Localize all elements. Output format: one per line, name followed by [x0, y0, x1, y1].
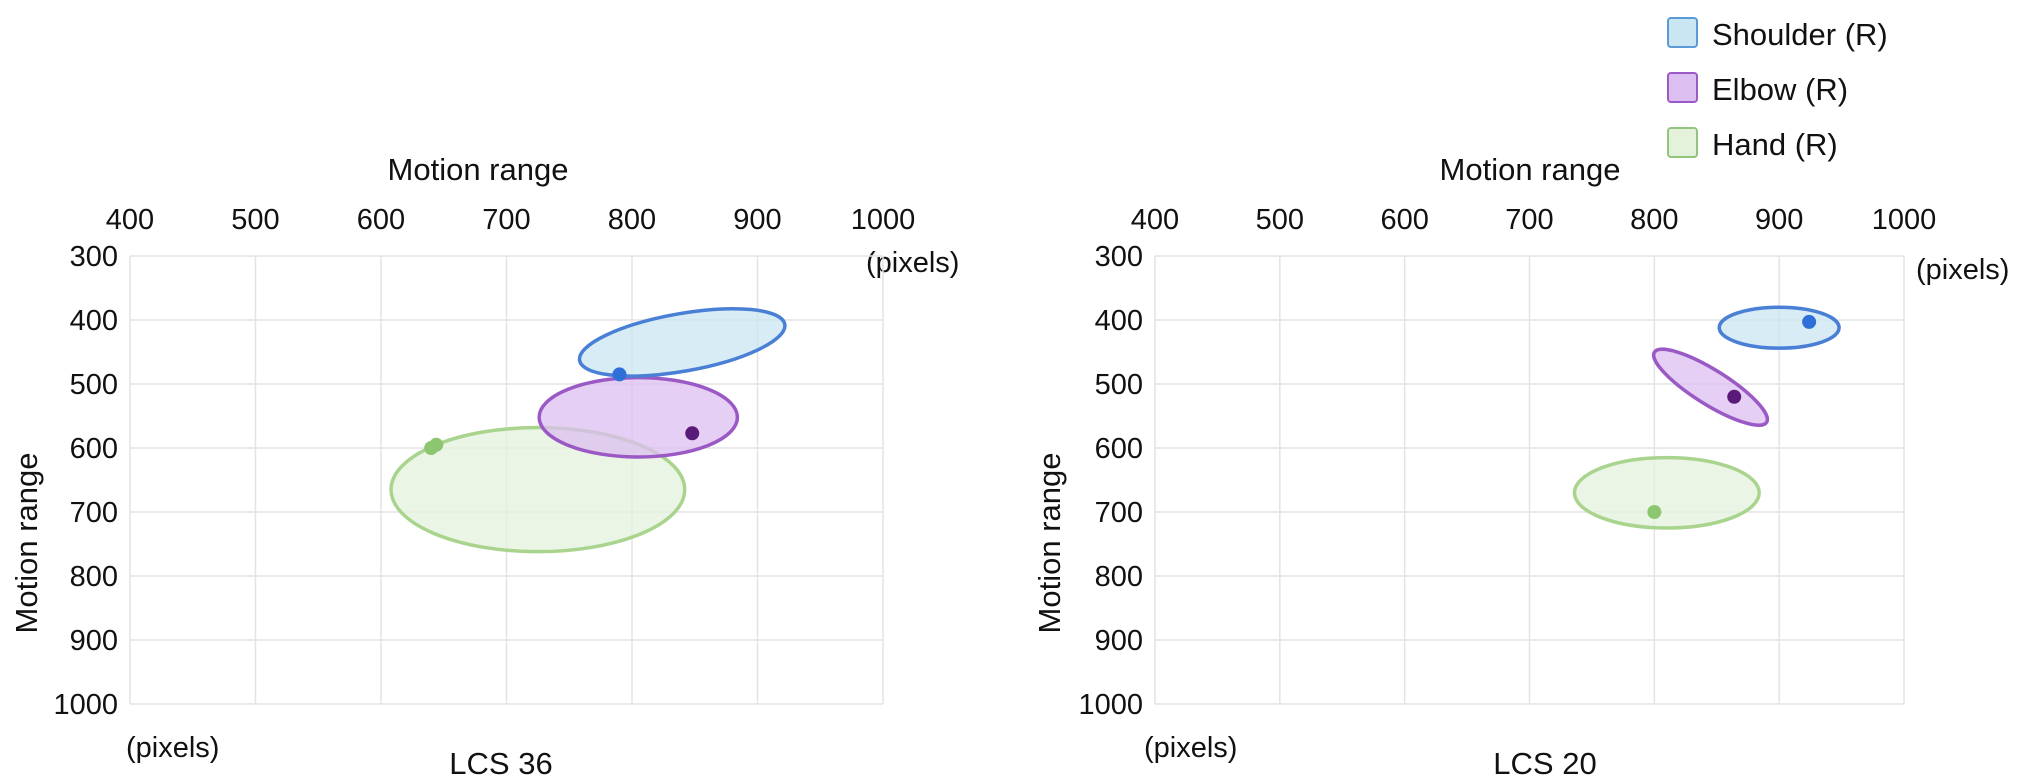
range-ellipse-elbow — [537, 375, 740, 459]
legend-label-elbow: Elbow (R) — [1712, 72, 1848, 107]
y-tick-label: 600 — [70, 433, 118, 465]
chart-lcs36: Motion range (pixels) Motion range (pixe… — [9, 152, 959, 781]
y-tick-label: 400 — [70, 305, 118, 337]
points — [424, 367, 700, 455]
x-tick-label: 600 — [1380, 204, 1428, 236]
y-tick-label: 600 — [1095, 433, 1143, 465]
y-tick-labels: 300 400 500 600 700 800 900 1000 — [53, 241, 118, 721]
x-axis-unit: (pixels) — [866, 247, 959, 279]
x-tick-label: 500 — [231, 204, 279, 236]
points — [1647, 314, 1817, 519]
center-point-shoulder — [1802, 314, 1817, 329]
legend-item-shoulder: Shoulder (R) — [1667, 17, 1888, 52]
y-tick-label: 400 — [1095, 305, 1143, 337]
y-tick-labels: 300 400 500 600 700 800 900 1000 — [1078, 241, 1143, 721]
legend-label-shoulder: Shoulder (R) — [1712, 17, 1888, 52]
y-tick-label: 300 — [1095, 241, 1143, 273]
y-axis-unit: (pixels) — [126, 732, 219, 764]
y-tick-label: 800 — [70, 561, 118, 593]
x-tick-label: 1000 — [851, 204, 916, 236]
ellipses — [1572, 305, 1841, 530]
center-point-shoulder — [612, 367, 627, 382]
range-ellipse-shoulder — [1717, 305, 1841, 350]
center-point-elbow — [1727, 389, 1742, 404]
chart-caption: LCS 36 — [449, 746, 552, 781]
range-ellipse-hand — [389, 425, 687, 554]
x-tick-label: 900 — [1755, 204, 1803, 236]
ellipses — [389, 307, 787, 554]
x-tick-label: 700 — [482, 204, 530, 236]
x-tick-label: 400 — [106, 204, 154, 236]
center-point-hand — [1647, 505, 1662, 519]
legend-item-elbow: Elbow (R) — [1667, 72, 1848, 107]
y-axis-title: Motion range — [1032, 453, 1067, 634]
chart-caption: LCS 20 — [1493, 746, 1596, 781]
y-tick-label: 900 — [1095, 625, 1143, 657]
y-tick-label: 300 — [70, 241, 118, 273]
y-tick-label: 500 — [70, 369, 118, 401]
legend-item-hand: Hand (R) — [1667, 127, 1838, 162]
y-tick-label: 500 — [1095, 369, 1143, 401]
x-tick-label: 800 — [1630, 204, 1678, 236]
y-tick-label: 800 — [1095, 561, 1143, 593]
x-axis-title: Motion range — [388, 152, 569, 187]
y-axis-title: Motion range — [9, 453, 44, 634]
x-axis-unit: (pixels) — [1916, 254, 2009, 286]
y-tick-label: 1000 — [1078, 689, 1143, 721]
center-point-hand — [429, 437, 444, 452]
x-tick-labels: 400 500 600 700 800 900 1000 — [1131, 204, 1936, 236]
legend-swatch-shoulder — [1667, 17, 1698, 48]
y-axis-unit: (pixels) — [1144, 732, 1237, 764]
y-tick-label: 700 — [1095, 497, 1143, 529]
x-axis-title: Motion range — [1440, 152, 1621, 187]
range-ellipse-shoulder — [577, 307, 787, 378]
x-tick-labels: 400 500 600 700 800 900 1000 — [106, 204, 915, 236]
range-ellipse-elbow — [1651, 347, 1770, 427]
legend-swatch-elbow — [1667, 72, 1698, 103]
legend-swatch-hand — [1667, 127, 1698, 158]
x-tick-label: 600 — [357, 204, 405, 236]
range-ellipse-hand — [1572, 455, 1761, 530]
x-tick-label: 500 — [1256, 204, 1304, 236]
center-point-elbow — [685, 426, 700, 441]
legend-label-hand: Hand (R) — [1712, 127, 1838, 162]
y-tick-label: 1000 — [53, 689, 118, 721]
x-tick-label: 400 — [1131, 204, 1179, 236]
legend: Shoulder (R) Elbow (R) Hand (R) — [1667, 17, 1888, 162]
x-tick-label: 700 — [1505, 204, 1553, 236]
y-tick-label: 700 — [70, 497, 118, 529]
y-tick-label: 900 — [70, 625, 118, 657]
x-tick-label: 1000 — [1872, 204, 1937, 236]
x-tick-label: 900 — [733, 204, 781, 236]
x-tick-label: 800 — [608, 204, 656, 236]
chart-lcs20: Motion range (pixels) Motion range (pixe… — [1032, 152, 2009, 781]
